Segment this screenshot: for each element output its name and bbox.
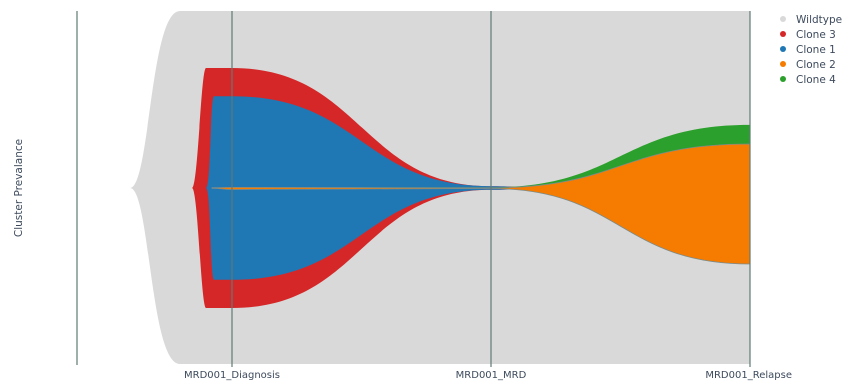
x-tick-label: MRD001_MRD bbox=[456, 370, 527, 381]
legend-item: Clone 3 bbox=[780, 29, 836, 41]
x-tick-label: MRD001_Diagnosis bbox=[184, 370, 280, 381]
legend-label: Clone 1 bbox=[796, 44, 836, 56]
plot-area bbox=[130, 11, 751, 364]
legend-label: Clone 4 bbox=[796, 74, 836, 86]
legend-marker bbox=[780, 61, 786, 67]
legend-label: Clone 3 bbox=[796, 29, 836, 41]
legend-item: Clone 4 bbox=[780, 74, 836, 86]
legend-label: Clone 2 bbox=[796, 59, 836, 71]
series-clone-4-area bbox=[212, 124, 750, 188]
legend-label: Wildtype bbox=[796, 14, 842, 26]
x-axis-ticks: MRD001_Diagnosis MRD001_MRD MRD001_Relapse bbox=[184, 370, 792, 381]
legend-item: Clone 1 bbox=[780, 44, 836, 56]
legend-marker bbox=[780, 76, 786, 82]
legend-item: Clone 2 bbox=[780, 59, 836, 71]
y-axis-title: Cluster Prevalance bbox=[13, 139, 25, 237]
legend-marker bbox=[780, 31, 786, 37]
x-tick-label: MRD001_Relapse bbox=[705, 370, 792, 381]
legend-marker bbox=[780, 16, 786, 22]
timepoint-gridlines bbox=[76, 11, 751, 367]
legend-marker bbox=[780, 46, 786, 52]
legend: Wildtype Clone 3 Clone 1 Clone 2 Clone 4 bbox=[780, 14, 842, 86]
legend-item: Wildtype bbox=[780, 14, 842, 26]
